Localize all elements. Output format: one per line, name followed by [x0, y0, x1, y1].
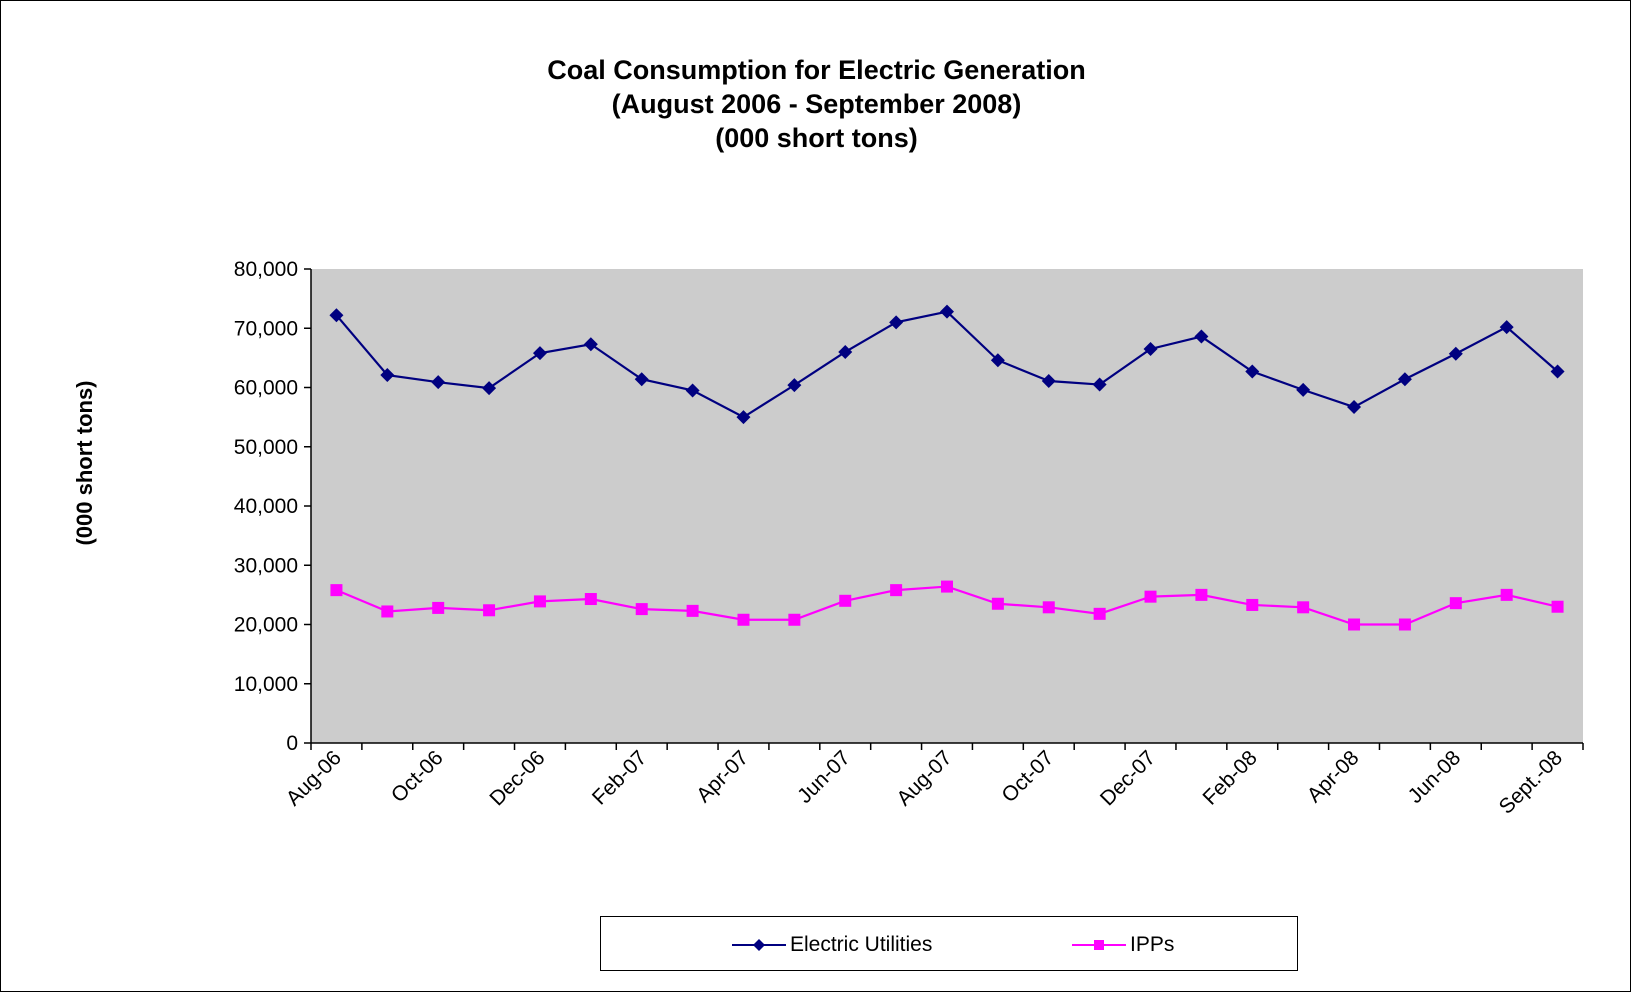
- data-point-square: [839, 595, 851, 607]
- x-tick-label: Aug-06: [282, 746, 346, 810]
- data-point-square: [1450, 597, 1462, 609]
- square-marker-icon: [1072, 935, 1126, 955]
- data-point-square: [1246, 599, 1258, 611]
- x-tick-label: Sept.-08: [1495, 746, 1567, 818]
- data-point-square: [1043, 601, 1055, 613]
- data-point-square: [381, 605, 393, 617]
- y-tick-label: 0: [286, 732, 298, 755]
- data-point-square: [636, 603, 648, 615]
- data-point-square: [1399, 619, 1411, 631]
- data-point-square: [534, 595, 546, 607]
- x-tick-label: Dec-06: [485, 746, 549, 810]
- y-tick-label: 80,000: [234, 258, 298, 281]
- x-tick-label: Apr-08: [1303, 746, 1364, 807]
- data-point-square: [432, 602, 444, 614]
- legend-label-electric-utilities: Electric Utilities: [790, 933, 932, 957]
- data-point-square: [1552, 601, 1564, 613]
- data-point-square: [1145, 591, 1157, 603]
- data-point-square: [1297, 601, 1309, 613]
- y-tick-label: 10,000: [234, 673, 298, 696]
- data-point-square: [941, 581, 953, 593]
- legend-label-ipps: IPPs: [1130, 933, 1174, 957]
- legend: Electric Utilities IPPs: [600, 916, 1298, 971]
- data-point-square: [890, 584, 902, 596]
- y-tick-label: 70,000: [234, 317, 298, 340]
- x-tick-label: Feb-07: [588, 746, 651, 809]
- y-axis-label: (000 short tons): [72, 380, 97, 545]
- data-point-square: [1501, 589, 1513, 601]
- legend-entry-ipps: IPPs: [1072, 917, 1174, 972]
- data-point-square: [1195, 589, 1207, 601]
- x-tick-label: Jun-07: [793, 746, 855, 808]
- x-tick-label: Oct-06: [387, 746, 448, 807]
- diamond-marker-icon: [732, 935, 786, 955]
- data-point-square: [1348, 619, 1360, 631]
- data-point-square: [585, 593, 597, 605]
- legend-entry-electric-utilities: Electric Utilities: [732, 917, 932, 972]
- data-point-square: [992, 598, 1004, 610]
- y-tick-label: 50,000: [234, 436, 298, 459]
- data-point-square: [330, 584, 342, 596]
- data-point-square: [788, 614, 800, 626]
- x-tick-label: Aug-07: [892, 746, 956, 810]
- data-point-square: [737, 614, 749, 626]
- x-tick-label: Dec-07: [1096, 746, 1160, 810]
- y-tick-label: 60,000: [234, 377, 298, 400]
- data-point-square: [687, 605, 699, 617]
- x-tick-label: Feb-08: [1198, 746, 1261, 809]
- x-tick-label: Oct-07: [997, 746, 1058, 807]
- y-tick-label: 20,000: [234, 614, 298, 637]
- data-point-square: [1094, 608, 1106, 620]
- y-tick-label: 40,000: [234, 495, 298, 518]
- data-point-square: [483, 604, 495, 616]
- x-tick-label: Jun-08: [1404, 746, 1466, 808]
- y-tick-label: 30,000: [234, 554, 298, 577]
- x-tick-label: Apr-07: [692, 746, 753, 807]
- plot-area: [311, 269, 1583, 743]
